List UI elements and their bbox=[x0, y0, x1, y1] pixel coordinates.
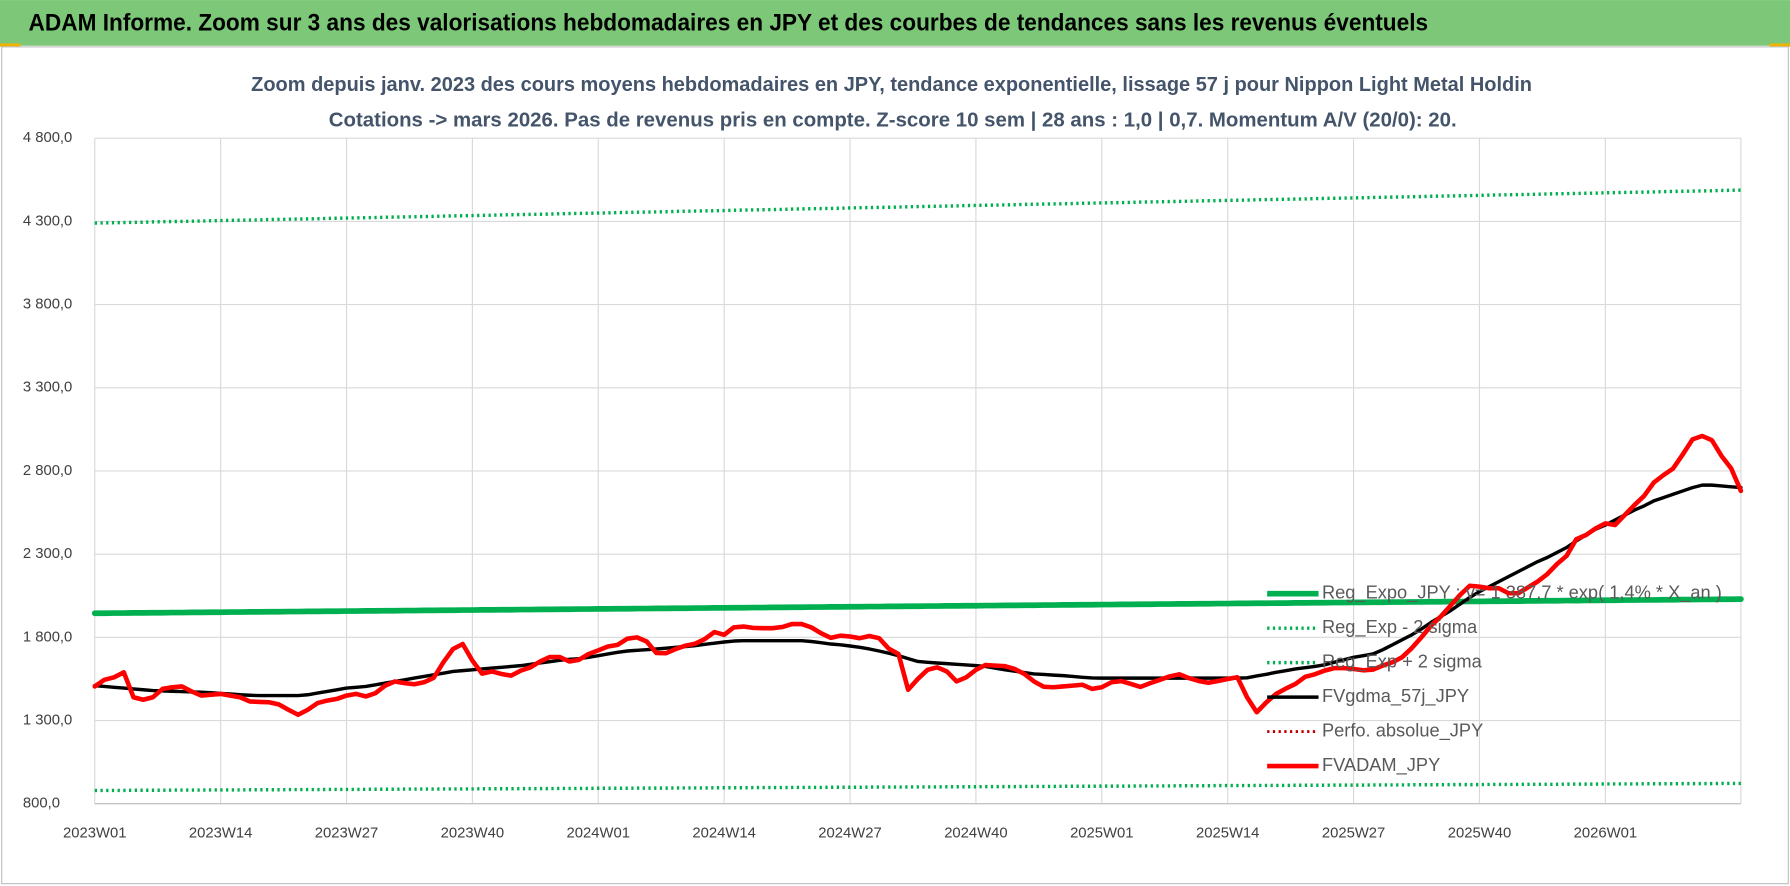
x-tick-label: 2024W01 bbox=[567, 825, 630, 841]
y-tick-label: 4 300,0 bbox=[23, 213, 72, 229]
y-tick-label: 4 800,0 bbox=[23, 130, 72, 146]
legend-label: FVADAM_JPY bbox=[1322, 754, 1440, 776]
header-accent bbox=[1769, 43, 1790, 47]
chart-subtitle: Cotations -> mars 2026. Pas de revenus p… bbox=[329, 108, 1457, 131]
x-tick-label: 2025W27 bbox=[1322, 825, 1385, 841]
legend-label: Reg_Exp - 2 sigma bbox=[1322, 616, 1478, 638]
x-tick-label: 2023W40 bbox=[441, 825, 504, 841]
y-tick-label: 2 800,0 bbox=[23, 463, 72, 479]
x-tick-label: 2023W01 bbox=[63, 825, 126, 841]
x-tick-label: 2023W14 bbox=[189, 825, 252, 841]
header-title: ADAM Informe. Zoom sur 3 ans des valoris… bbox=[29, 9, 1429, 36]
chart-title: Zoom depuis janv. 2023 des cours moyens … bbox=[251, 73, 1532, 96]
legend: Reg_Expo_JPY : y= 1 387,7 * exp( 1,4% * … bbox=[1267, 582, 1722, 776]
series-line bbox=[94, 781, 1741, 793]
y-tick-label: 1 800,0 bbox=[23, 629, 72, 645]
y-tick-label: 3 300,0 bbox=[23, 380, 72, 396]
x-tick-label: 2023W27 bbox=[315, 825, 378, 841]
legend-label: FVgdma_57j_JPY bbox=[1322, 685, 1469, 707]
x-tick-label: 2024W27 bbox=[818, 825, 881, 841]
header-accent bbox=[0, 43, 21, 47]
series-line bbox=[94, 188, 1741, 225]
series-line bbox=[93, 483, 1743, 698]
y-tick-label: 1 300,0 bbox=[23, 712, 72, 728]
legend-label: Perfo. absolue_JPY bbox=[1322, 719, 1483, 741]
x-tick-label: 2025W14 bbox=[1196, 825, 1259, 841]
grid: 800,0 1 300,0 1 800,0 2 300,0 2 800,0 3 300,0… bbox=[23, 130, 1742, 841]
series-line bbox=[92, 433, 1744, 718]
x-tick-label: 2024W40 bbox=[944, 825, 1007, 841]
y-tick-label: 3 800,0 bbox=[23, 297, 72, 313]
y-tick-label: 800,0 bbox=[23, 796, 60, 812]
chart-frame bbox=[1, 46, 1789, 885]
x-tick-label: 2025W40 bbox=[1448, 825, 1511, 841]
header-bar bbox=[0, 0, 1790, 46]
x-tick-label: 2026W01 bbox=[1574, 825, 1637, 841]
legend-label: Reg_Expo_JPY : y= 1 387,7 * exp( 1,4% * … bbox=[1322, 582, 1722, 604]
x-tick-label: 2024W14 bbox=[692, 825, 755, 841]
y-tick-label: 2 300,0 bbox=[23, 546, 72, 562]
plot-lines bbox=[91, 188, 1744, 793]
x-tick-label: 2025W01 bbox=[1070, 825, 1133, 841]
legend-label: Reg_Exp + 2 sigma bbox=[1322, 650, 1483, 672]
